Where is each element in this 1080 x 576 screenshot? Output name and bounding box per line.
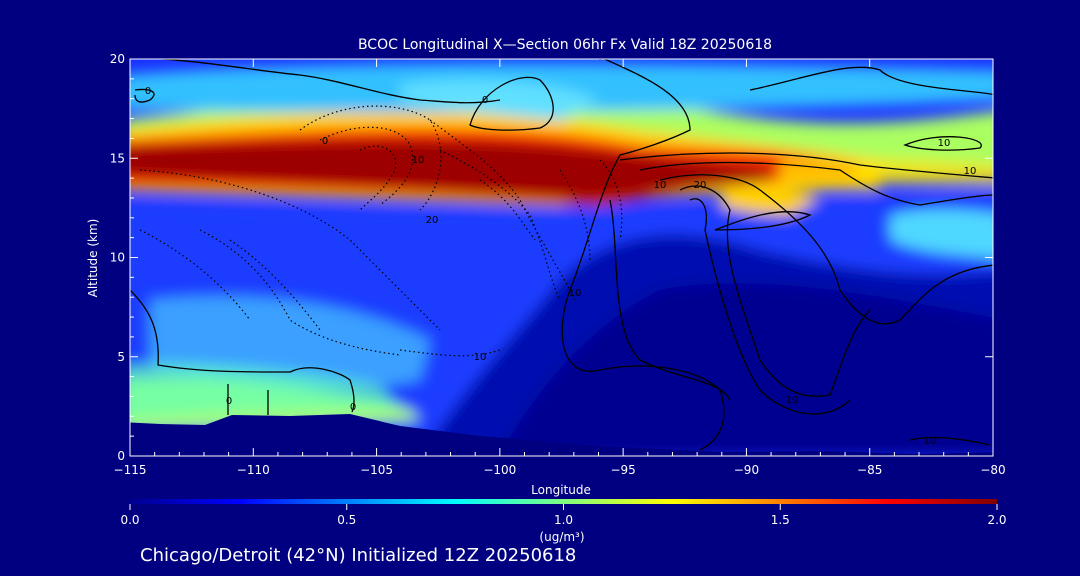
x-axis: −115 −110 −105 −100 −95 −90 −85 −80 bbox=[114, 59, 1006, 477]
colorbar-ticks: 0.0 0.5 1.0 1.5 2.0 bbox=[120, 504, 1007, 527]
colorbar-tick-label: 2.0 bbox=[987, 513, 1006, 527]
x-axis-label: Longitude bbox=[531, 483, 591, 497]
y-tick-label: 20 bbox=[110, 52, 125, 66]
colorbar bbox=[130, 499, 997, 504]
x-tick-label: −90 bbox=[734, 463, 759, 477]
contour-label: 20 bbox=[694, 180, 707, 191]
contour-label: 10 bbox=[569, 288, 582, 299]
dotted-contours bbox=[139, 105, 623, 357]
terrain-mask bbox=[130, 414, 993, 456]
contour-label: 0 bbox=[226, 396, 232, 407]
contour-label: 0 bbox=[322, 136, 328, 147]
y-tick-label: 10 bbox=[110, 251, 125, 265]
colorbar-tick-label: 1.0 bbox=[554, 513, 573, 527]
x-tick-label: −100 bbox=[483, 463, 516, 477]
y-tick-label: 15 bbox=[110, 151, 125, 165]
x-tick-label: −105 bbox=[360, 463, 393, 477]
x-tick-label: −85 bbox=[857, 463, 882, 477]
colorbar-tick-label: 0.0 bbox=[120, 513, 139, 527]
contour-label: 10 bbox=[938, 138, 951, 149]
x-tick-label: −80 bbox=[980, 463, 1005, 477]
colorbar-tick-label: 0.5 bbox=[337, 513, 356, 527]
colorbar-unit-label: (ug/m³) bbox=[539, 530, 584, 544]
x-tick-label: −115 bbox=[114, 463, 147, 477]
footer-text: Chicago/Detroit (42°N) Initialized 12Z 2… bbox=[140, 545, 576, 566]
y-tick-label: 5 bbox=[117, 350, 125, 364]
y-tick-label: 0 bbox=[117, 449, 125, 463]
contour-label: 0 bbox=[482, 95, 488, 106]
contour-label: 0 bbox=[350, 402, 356, 413]
contour-label: 0 bbox=[597, 52, 603, 63]
contour-label: 10 bbox=[412, 155, 425, 166]
concentration-field bbox=[130, 63, 993, 456]
contour-label: 10 bbox=[786, 395, 799, 406]
y-axis: 0 5 10 15 20 bbox=[110, 52, 993, 463]
contour-label: 10 bbox=[654, 180, 667, 191]
contour-label: 10 bbox=[924, 436, 937, 447]
colorbar-tick-label: 1.5 bbox=[771, 513, 790, 527]
contour-labels: 0 0 0 0 0 0 10 10 10 10 20 10 10 20 10 1… bbox=[145, 52, 977, 447]
plot-area: 0 0 0 0 0 0 10 10 10 10 20 10 10 20 10 1… bbox=[130, 52, 993, 456]
contour-label: 10 bbox=[964, 166, 977, 177]
contour-label: 10 bbox=[474, 352, 487, 363]
y-axis-label: Altitude (km) bbox=[86, 219, 100, 298]
contour-label: 20 bbox=[426, 215, 439, 226]
contour-label: 0 bbox=[145, 86, 151, 97]
x-tick-label: −95 bbox=[610, 463, 635, 477]
chart-title: BCOC Longitudinal X—Section 06hr Fx Vali… bbox=[358, 37, 772, 53]
solid-contours bbox=[130, 59, 993, 451]
x-tick-label: −110 bbox=[237, 463, 270, 477]
